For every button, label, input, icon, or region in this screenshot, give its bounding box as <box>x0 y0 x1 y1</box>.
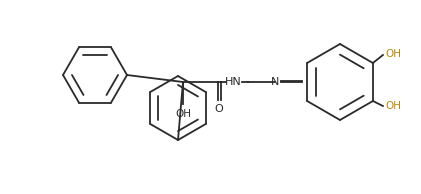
Text: HN: HN <box>225 77 241 87</box>
Text: O: O <box>215 104 224 114</box>
Text: N: N <box>271 77 279 87</box>
Text: OH: OH <box>175 109 191 119</box>
Text: OH: OH <box>385 49 401 59</box>
Text: OH: OH <box>385 101 401 111</box>
